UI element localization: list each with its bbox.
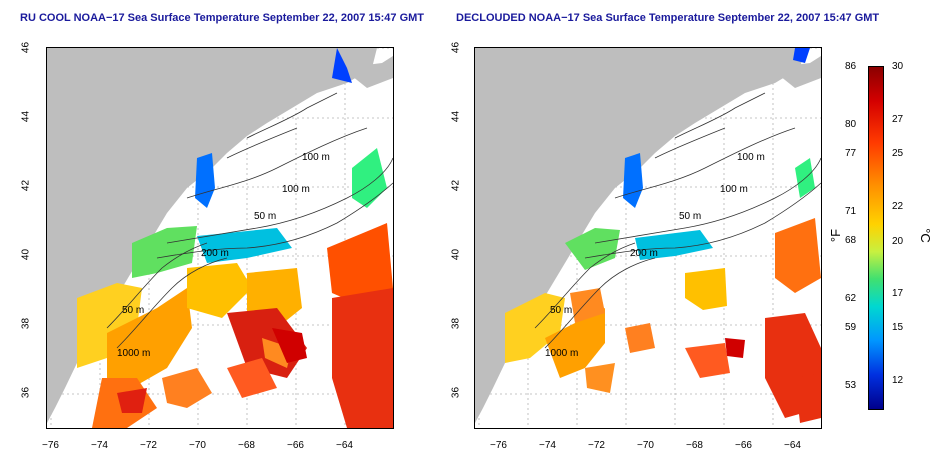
right-contours xyxy=(534,92,821,349)
fahrenheit-tick: 53 xyxy=(845,380,857,391)
right-y-tick-label: 40 xyxy=(450,248,462,261)
left-map-title: RU COOL NOAA−17 Sea Surface Temperature … xyxy=(20,12,425,24)
fahrenheit-unit-label: °F xyxy=(828,228,844,243)
left-land xyxy=(47,48,377,423)
left-sst-data xyxy=(77,48,393,428)
left-y-tick-label: 46 xyxy=(20,41,32,54)
right-x-tick-label: −64 xyxy=(784,440,801,451)
right-x-tick-label: −66 xyxy=(735,440,752,451)
right-map-panel: 100 m 100 m 50 m 200 m 50 m 1000 m xyxy=(474,47,822,429)
fahrenheit-tick: 59 xyxy=(845,322,857,333)
celsius-tick: 15 xyxy=(892,322,904,333)
right-x-tick-label: −70 xyxy=(637,440,654,451)
fahrenheit-tick: 68 xyxy=(845,235,857,246)
celsius-tick: 30 xyxy=(892,61,904,72)
temperature-colorbar xyxy=(868,66,884,410)
right-contour-label: 50 m xyxy=(550,305,573,316)
right-y-tick-label: 36 xyxy=(450,386,462,399)
left-x-tick-label: −72 xyxy=(140,440,157,451)
left-x-tick-label: −66 xyxy=(287,440,304,451)
right-island xyxy=(770,56,821,88)
left-y-tick-label: 36 xyxy=(20,386,32,399)
fahrenheit-tick: 71 xyxy=(845,206,857,217)
right-x-tick-label: −72 xyxy=(588,440,605,451)
celsius-unit-label: °C xyxy=(917,228,933,243)
right-x-tick-label: −76 xyxy=(490,440,507,451)
left-contour-label: 50 m xyxy=(122,305,145,316)
left-contour-label: 1000 m xyxy=(117,348,151,359)
right-contour-label: 100 m xyxy=(720,184,748,195)
right-contour-label: 1000 m xyxy=(545,348,579,359)
left-contour-label: 100 m xyxy=(302,152,330,163)
right-contour-label: 200 m xyxy=(630,248,658,259)
celsius-tick: 22 xyxy=(892,201,904,212)
celsius-tick: 20 xyxy=(892,236,904,247)
left-contour-label: 100 m xyxy=(282,184,310,195)
left-y-tick-label: 42 xyxy=(20,179,32,192)
left-contour-label: 50 m xyxy=(254,211,277,222)
left-contour-label: 200 m xyxy=(201,248,229,259)
fahrenheit-tick: 80 xyxy=(845,119,857,130)
fahrenheit-tick: 86 xyxy=(845,61,857,72)
left-y-tick-label: 40 xyxy=(20,248,32,261)
right-land xyxy=(475,48,805,423)
fahrenheit-tick: 77 xyxy=(845,148,857,159)
right-map-svg xyxy=(475,48,821,428)
celsius-tick: 17 xyxy=(892,288,904,299)
right-x-tick-label: −74 xyxy=(539,440,556,451)
left-x-tick-label: −64 xyxy=(336,440,353,451)
right-y-tick-label: 42 xyxy=(450,179,462,192)
left-y-tick-label: 38 xyxy=(20,317,32,330)
left-x-tick-label: −76 xyxy=(42,440,59,451)
left-x-tick-label: −70 xyxy=(189,440,206,451)
celsius-tick: 27 xyxy=(892,114,904,125)
right-x-tick-label: −68 xyxy=(686,440,703,451)
right-y-tick-label: 46 xyxy=(450,41,462,54)
left-map-svg xyxy=(47,48,393,428)
right-contour-label: 100 m xyxy=(737,152,765,163)
right-y-tick-label: 38 xyxy=(450,317,462,330)
right-sst-data xyxy=(505,48,821,423)
left-map-panel: 100 m 100 m 50 m 200 m 50 m 1000 m xyxy=(46,47,394,429)
left-y-tick-label: 44 xyxy=(20,110,32,123)
left-contours xyxy=(106,92,393,349)
right-contour-label: 50 m xyxy=(679,211,702,222)
left-island xyxy=(342,56,393,88)
left-x-tick-label: −74 xyxy=(91,440,108,451)
celsius-tick: 25 xyxy=(892,148,904,159)
fahrenheit-tick: 62 xyxy=(845,293,857,304)
right-y-tick-label: 44 xyxy=(450,110,462,123)
right-map-title: DECLOUDED NOAA−17 Sea Surface Temperatur… xyxy=(456,12,880,24)
left-x-tick-label: −68 xyxy=(238,440,255,451)
celsius-tick: 12 xyxy=(892,375,904,386)
